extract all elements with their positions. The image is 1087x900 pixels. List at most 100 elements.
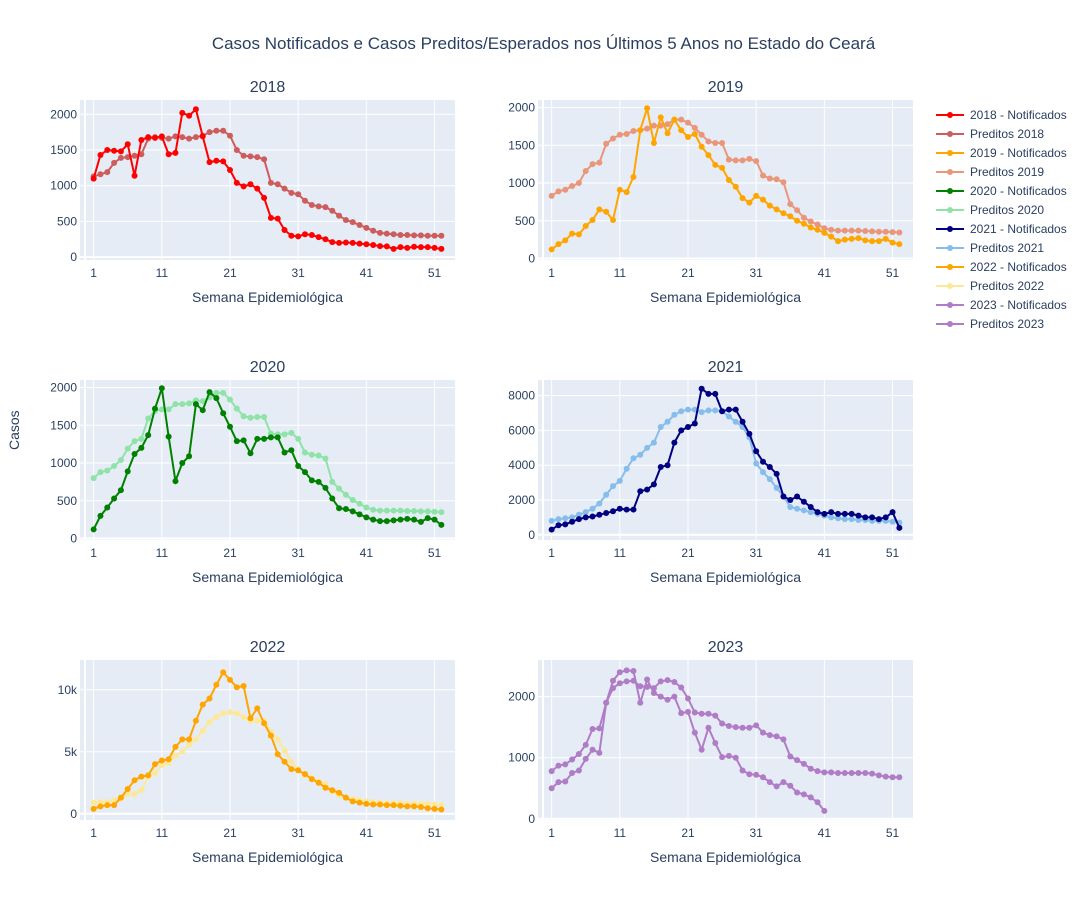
data-point xyxy=(896,774,903,781)
data-point xyxy=(753,460,760,467)
data-point xyxy=(349,508,356,515)
data-point xyxy=(569,183,576,190)
data-point xyxy=(582,755,589,762)
data-point xyxy=(295,233,302,240)
data-point xyxy=(548,517,555,524)
data-point xyxy=(281,185,288,192)
data-point xyxy=(671,439,678,446)
data-point xyxy=(383,230,390,237)
data-point xyxy=(794,505,801,512)
data-point xyxy=(548,768,555,775)
data-point xyxy=(589,161,596,168)
data-point xyxy=(705,724,712,731)
data-point xyxy=(889,509,896,516)
x-axis-label: Semana Epidemiológica xyxy=(192,289,343,305)
data-point xyxy=(363,504,370,511)
data-point xyxy=(773,470,780,477)
data-point xyxy=(603,208,610,215)
x-tick-label: 31 xyxy=(750,546,764,560)
data-point xyxy=(220,410,227,417)
data-point xyxy=(855,235,862,242)
data-point xyxy=(712,161,719,168)
data-point xyxy=(356,222,363,228)
data-point xyxy=(589,726,596,733)
data-point xyxy=(800,791,807,798)
x-tick-label: 41 xyxy=(818,546,832,560)
data-point xyxy=(773,176,780,183)
data-point xyxy=(254,185,261,192)
data-point xyxy=(800,760,807,767)
data-point xyxy=(172,752,179,759)
data-point xyxy=(336,212,343,219)
data-point xyxy=(158,133,165,140)
y-tick-label: 500 xyxy=(515,214,535,228)
data-point xyxy=(657,678,664,685)
data-point xyxy=(165,433,172,440)
data-point xyxy=(165,135,172,142)
data-point xyxy=(828,233,835,240)
x-axis-label: Semana Epidemiológica xyxy=(192,849,343,865)
data-point xyxy=(411,516,418,523)
data-point xyxy=(821,807,828,814)
data-point xyxy=(302,197,308,204)
data-point xyxy=(732,418,739,425)
data-point xyxy=(404,507,411,514)
data-point xyxy=(124,445,131,452)
data-point xyxy=(698,131,705,138)
data-point xyxy=(773,484,780,491)
legend-label: 2020 - Notificados xyxy=(970,184,1067,198)
data-point xyxy=(431,801,438,808)
data-point xyxy=(657,693,664,700)
data-point xyxy=(111,147,118,154)
data-point xyxy=(390,231,397,238)
data-point xyxy=(274,181,281,188)
data-point xyxy=(165,406,172,413)
x-tick-label: 1 xyxy=(90,826,97,840)
plot-area xyxy=(538,660,913,820)
legend-item: 2020 - Notificados xyxy=(936,184,1067,198)
data-point xyxy=(630,173,637,180)
data-point xyxy=(261,156,268,163)
x-axis-label: Semana Epidemiológica xyxy=(650,289,801,305)
data-point xyxy=(685,695,691,702)
data-point xyxy=(404,515,411,522)
data-point xyxy=(274,215,281,222)
data-point xyxy=(766,202,773,209)
legend-label: 2023 - Notificados xyxy=(970,298,1067,312)
data-point xyxy=(383,243,390,250)
data-point xyxy=(152,134,158,141)
data-point xyxy=(889,239,896,246)
data-point xyxy=(342,239,349,246)
data-point xyxy=(623,506,630,513)
y-tick-label: 2000 xyxy=(50,107,77,121)
subplot-title: 2019 xyxy=(708,79,744,96)
data-point xyxy=(138,137,145,143)
subplot-title: 2023 xyxy=(708,639,744,656)
data-point xyxy=(377,229,383,236)
data-point xyxy=(424,800,431,807)
data-point xyxy=(582,741,589,748)
data-point xyxy=(875,238,882,245)
x-axis-label: Semana Epidemiológica xyxy=(650,849,801,865)
data-point xyxy=(841,510,848,517)
data-point xyxy=(787,201,794,208)
x-tick-label: 1 xyxy=(90,546,97,560)
data-point xyxy=(288,758,295,765)
data-point xyxy=(438,806,445,813)
data-point xyxy=(308,232,315,238)
data-point xyxy=(848,227,855,234)
data-point xyxy=(882,773,889,780)
data-point xyxy=(800,214,807,221)
y-tick-label: 1500 xyxy=(508,138,535,152)
data-point xyxy=(596,159,603,166)
data-point xyxy=(97,171,104,178)
data-point xyxy=(417,508,424,515)
data-point xyxy=(753,158,760,165)
data-point xyxy=(192,134,199,141)
data-point xyxy=(431,508,438,515)
x-tick-label: 11 xyxy=(156,546,169,560)
y-tick-label: 1000 xyxy=(508,176,535,190)
data-point xyxy=(390,507,397,514)
data-point xyxy=(869,228,876,235)
x-tick-label: 21 xyxy=(223,826,237,840)
